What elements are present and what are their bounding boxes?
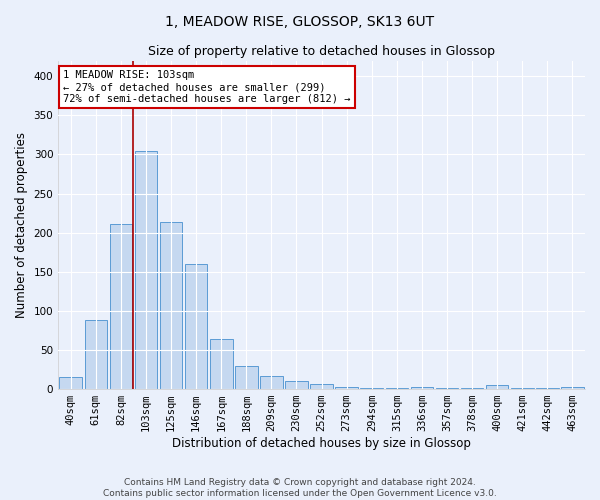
Bar <box>59 378 82 389</box>
Text: 1 MEADOW RISE: 103sqm
← 27% of detached houses are smaller (299)
72% of semi-det: 1 MEADOW RISE: 103sqm ← 27% of detached … <box>64 70 351 104</box>
Bar <box>160 222 182 389</box>
Bar <box>561 386 584 389</box>
Bar <box>410 386 433 389</box>
Bar <box>134 152 157 389</box>
Bar <box>361 388 383 389</box>
Bar <box>436 388 458 389</box>
Bar <box>335 386 358 389</box>
Text: Contains HM Land Registry data © Crown copyright and database right 2024.
Contai: Contains HM Land Registry data © Crown c… <box>103 478 497 498</box>
Bar <box>386 388 408 389</box>
Bar <box>185 264 208 389</box>
Bar <box>110 224 132 389</box>
Bar <box>536 388 559 389</box>
Bar <box>511 388 533 389</box>
Bar <box>285 382 308 389</box>
Bar <box>260 376 283 389</box>
Title: Size of property relative to detached houses in Glossop: Size of property relative to detached ho… <box>148 45 495 58</box>
Bar <box>235 366 257 389</box>
Bar <box>210 339 233 389</box>
Bar <box>85 320 107 389</box>
Y-axis label: Number of detached properties: Number of detached properties <box>15 132 28 318</box>
Text: 1, MEADOW RISE, GLOSSOP, SK13 6UT: 1, MEADOW RISE, GLOSSOP, SK13 6UT <box>166 15 434 29</box>
Bar <box>486 385 508 389</box>
Bar <box>461 388 484 389</box>
X-axis label: Distribution of detached houses by size in Glossop: Distribution of detached houses by size … <box>172 437 471 450</box>
Bar <box>310 384 333 389</box>
